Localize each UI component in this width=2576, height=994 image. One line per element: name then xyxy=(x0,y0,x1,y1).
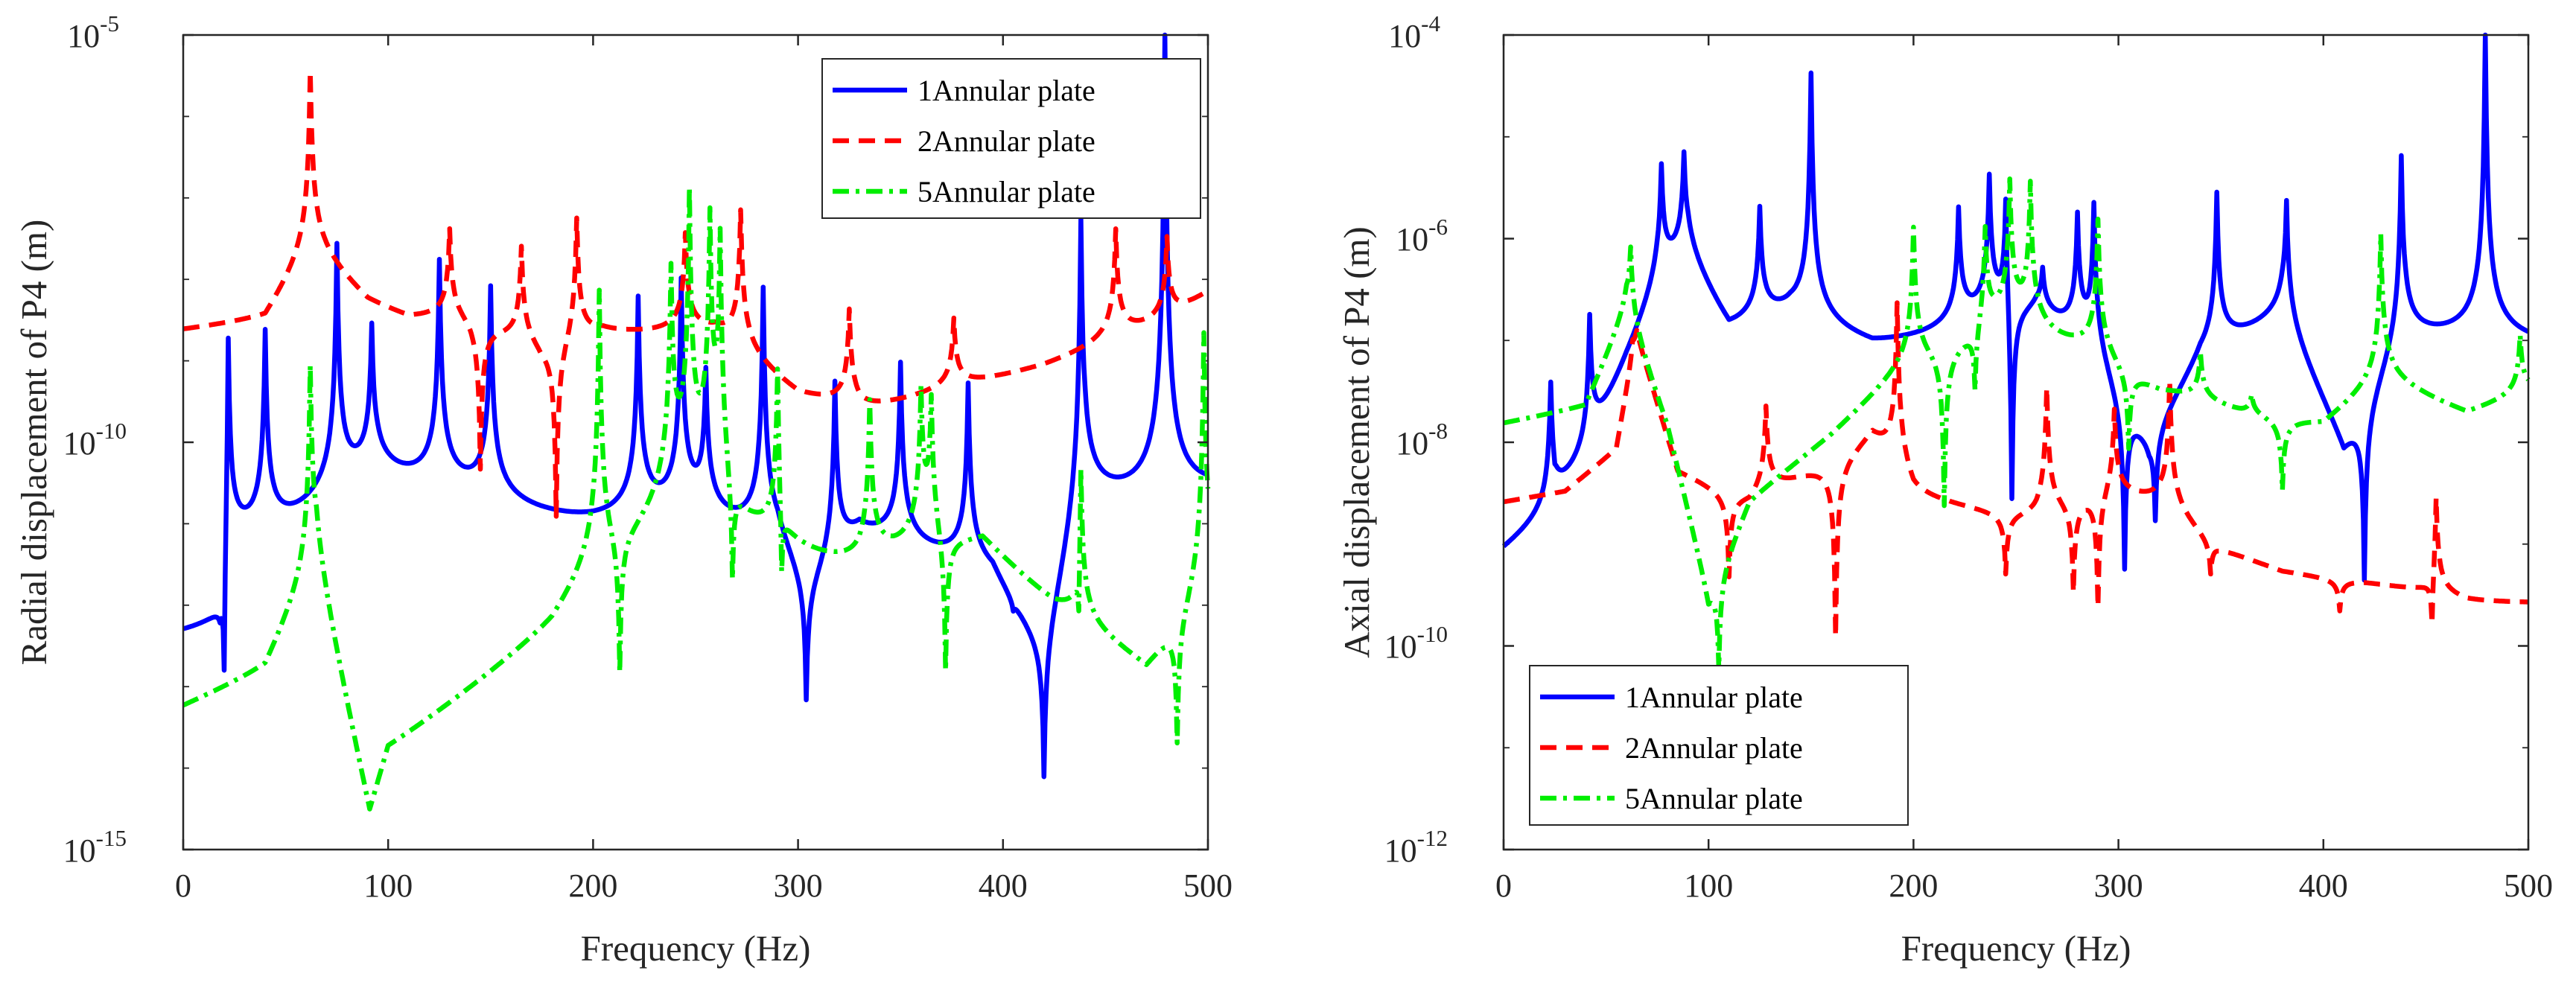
y-tick-label: 10-6 xyxy=(1396,214,1448,258)
legend: 1Annular plate 2Annular plate 5Annular p… xyxy=(1529,665,1909,826)
legend-label-2annular: 2Annular plate xyxy=(917,124,1095,158)
x-tick-label: 100 xyxy=(363,867,413,904)
series-line-2annular-plate xyxy=(1502,300,2530,640)
series-line-1annular-plate xyxy=(182,32,1209,780)
x-tick-label: 400 xyxy=(2299,867,2348,904)
x-tick-label: 200 xyxy=(568,867,617,904)
y-axis-label: Radial displacement of P4 (m) xyxy=(13,220,54,666)
x-tick-label: 300 xyxy=(774,867,823,904)
y-tick-label: 10-10 xyxy=(1384,621,1448,665)
y-tick-label: 10-4 xyxy=(1388,10,1440,54)
x-tick-label: 300 xyxy=(2094,867,2143,904)
series-layer xyxy=(182,32,1211,812)
y-tick-label: 10-15 xyxy=(63,825,127,869)
y-tick-label: 10-10 xyxy=(63,418,127,462)
series-line-2annular-plate xyxy=(182,69,1209,519)
x-tick-label: 400 xyxy=(979,867,1028,904)
axial-displacement-chart: 0 100 200 300 400 500 10-12 10-10 10-8 1… xyxy=(1336,10,2553,969)
major-ticks xyxy=(182,34,1209,851)
radial-displacement-chart: 0 100 200 300 400 500 10-15 10-10 10-5 F… xyxy=(13,10,1233,969)
x-axis-label: Frequency (Hz) xyxy=(1901,928,2131,969)
series-line-1annular-plate xyxy=(1501,32,2530,583)
series-layer xyxy=(1501,32,2531,672)
legend-label-5annular: 5Annular plate xyxy=(1625,782,1803,815)
x-tick-label: 0 xyxy=(1495,867,1512,904)
x-tick-label: 500 xyxy=(1183,867,1233,904)
x-tick-label: 100 xyxy=(1684,867,1733,904)
y-tick-label: 10-8 xyxy=(1396,418,1448,462)
x-tick-label: 200 xyxy=(1889,867,1938,904)
series-line-5annular-plate xyxy=(1502,176,2531,672)
legend-label-2annular: 2Annular plate xyxy=(1625,731,1803,765)
series-line-5annular-plate xyxy=(182,184,1211,812)
y-tick-label: 10-5 xyxy=(67,10,119,54)
y-axis-label: Axial displacement of P4 (m) xyxy=(1336,226,1377,658)
legend-label-1annular: 1Annular plate xyxy=(1625,681,1803,714)
legend-label-1annular: 1Annular plate xyxy=(917,74,1095,107)
y-tick-label: 10-12 xyxy=(1384,825,1448,869)
x-tick-label: 0 xyxy=(175,867,191,904)
x-axis-label: Frequency (Hz) xyxy=(581,928,811,969)
legend-label-5annular: 5Annular plate xyxy=(917,175,1095,208)
x-tick-label: 500 xyxy=(2504,867,2553,904)
legend: 1Annular plate 2Annular plate 5Annular p… xyxy=(821,58,1201,219)
major-ticks xyxy=(1502,34,2530,851)
